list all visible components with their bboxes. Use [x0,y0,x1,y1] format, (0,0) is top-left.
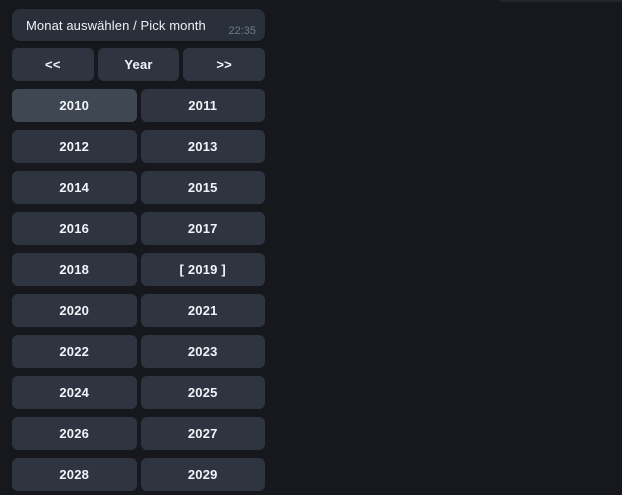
message-text: Monat auswählen / Pick month [26,17,206,33]
message-timestamp: 22:35 [228,25,256,37]
cutoff-element-edge [500,0,622,2]
next-years-button[interactable]: >> [183,48,266,81]
year-button[interactable]: 2012 [12,130,137,163]
year-button[interactable]: 2025 [140,376,265,409]
year-button[interactable]: 2013 [140,130,265,163]
year-grid: 2010 2011 2012 2013 2014 2015 2016 2017 … [12,89,265,491]
year-button[interactable]: 2029 [140,458,265,491]
year-button[interactable]: 2021 [140,294,265,327]
year-button[interactable]: 2020 [12,294,137,327]
year-button[interactable]: 2018 [12,253,137,286]
year-button[interactable]: 2027 [140,417,265,450]
year-button[interactable]: 2015 [140,171,265,204]
chat-content: Monat auswählen / Pick month 22:35 << Ye… [12,9,266,491]
message-bubble: Monat auswählen / Pick month 22:35 [12,9,265,41]
year-button[interactable]: 2024 [12,376,137,409]
year-button[interactable]: 2010 [12,89,137,122]
year-button[interactable]: 2022 [12,335,137,368]
year-button[interactable]: 2017 [140,212,265,245]
year-button-selected[interactable]: [ 2019 ] [140,253,265,286]
year-button[interactable]: 2026 [12,417,137,450]
prev-years-button[interactable]: << [12,48,94,81]
year-button[interactable]: 2016 [12,212,137,245]
year-button[interactable]: 2011 [140,89,265,122]
year-button[interactable]: 2014 [12,171,137,204]
year-button[interactable]: 2023 [140,335,265,368]
year-nav-row: << Year >> [12,48,266,81]
year-button[interactable]: 2028 [12,458,137,491]
year-mode-button[interactable]: Year [97,48,180,81]
